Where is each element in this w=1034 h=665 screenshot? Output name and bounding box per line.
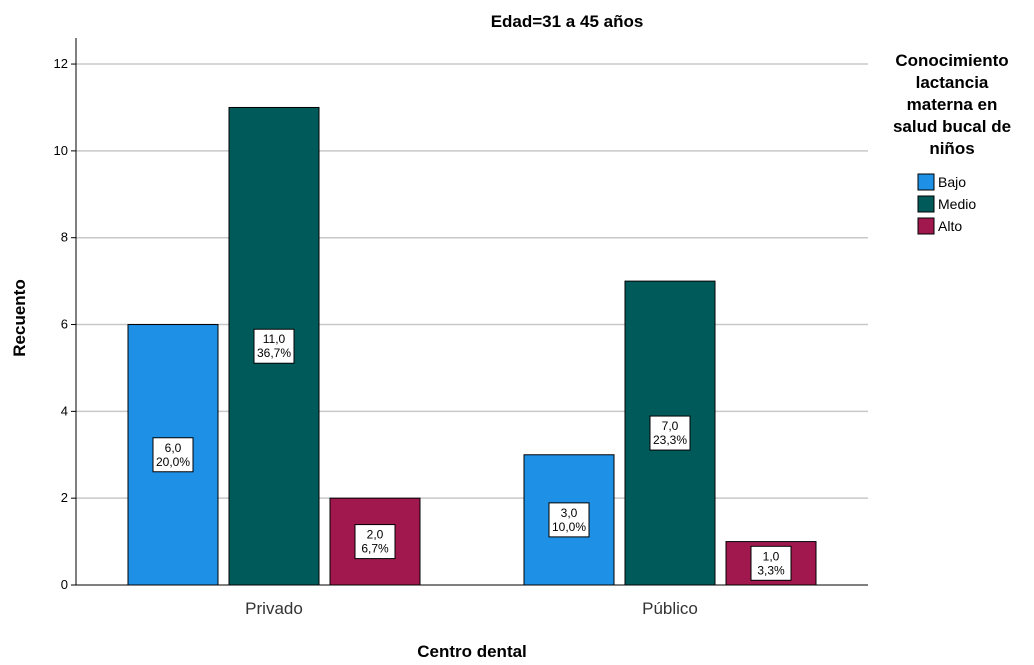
data-label-value: 7,0	[662, 419, 679, 433]
data-label-percent: 3,3%	[757, 563, 785, 577]
data-label-percent: 23,3%	[653, 433, 687, 447]
data-label-percent: 20,0%	[156, 455, 190, 469]
data-label-percent: 10,0%	[552, 520, 586, 534]
data-label-value: 3,0	[561, 506, 578, 520]
x-category-label: Privado	[245, 599, 303, 618]
data-label-box	[750, 545, 792, 581]
legend-label-alto: Alto	[938, 218, 962, 234]
data-label-box	[649, 415, 691, 451]
y-tick-label: 6	[61, 317, 68, 332]
y-tick-label: 2	[61, 490, 68, 505]
data-label-value: 1,0	[763, 549, 780, 563]
data-label-percent: 6,7%	[361, 542, 389, 556]
legend-label-medio: Medio	[938, 196, 976, 212]
legend-title-line: materna en	[907, 95, 998, 114]
chart-title: Edad=31 a 45 años	[491, 12, 644, 31]
data-label-box	[354, 524, 396, 560]
data-label-box	[152, 437, 194, 473]
legend-swatch-alto	[917, 217, 935, 235]
data-label-value: 11,0	[263, 332, 286, 346]
data-label-box	[253, 328, 295, 364]
axes	[75, 38, 868, 586]
legend-title-line: lactancia	[916, 73, 989, 92]
y-tick-label: 12	[54, 56, 68, 71]
y-tick-label: 0	[61, 577, 68, 592]
data-label-value: 2,0	[367, 528, 384, 542]
y-axis-title: Recuento	[10, 279, 29, 356]
x-axis-title: Centro dental	[417, 642, 527, 661]
y-tick-label: 10	[54, 143, 68, 158]
y-axis-ticks: 0 2 4 6 8 10 12	[54, 56, 76, 592]
x-axis-category-labels: Privado Público	[245, 599, 698, 618]
bars	[127, 106, 817, 586]
data-label-percent: 36,7%	[257, 346, 291, 360]
legend-swatch-bajo	[917, 173, 935, 191]
data-label-box	[548, 502, 590, 538]
x-category-label: Público	[642, 599, 698, 618]
data-labels: 6,020,0% 11,036,7% 2,06,7% 3,010,0% 7,023,3%…	[152, 328, 792, 581]
legend-title-line: Conocimiento	[895, 51, 1008, 70]
data-label-value: 6,0	[165, 441, 182, 455]
legend-label-bajo: Bajo	[938, 174, 966, 190]
legend-title-line: niños	[929, 139, 974, 158]
y-tick-label: 8	[61, 230, 68, 245]
legend-title-line: salud bucal de	[893, 117, 1011, 136]
y-tick-label: 4	[61, 403, 68, 418]
legend: Conocimiento lactancia materna en salud buc…	[893, 51, 1011, 235]
legend-swatch-medio	[917, 195, 935, 213]
